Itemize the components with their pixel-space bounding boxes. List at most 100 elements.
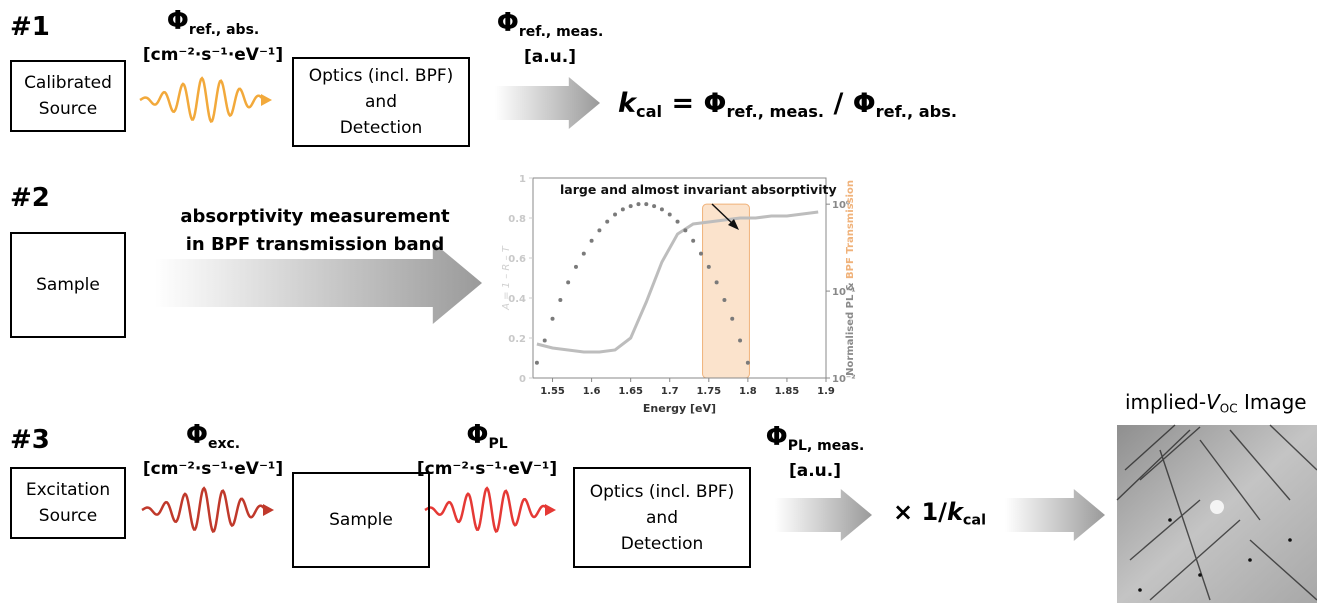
pl-point xyxy=(675,219,680,224)
flux-unit: [cm⁻²·s⁻¹·eV⁻¹] xyxy=(142,44,284,65)
formula: kcal = Φref., meas. / Φref., abs. xyxy=(618,88,957,121)
formula-part: ref., abs. xyxy=(875,101,958,121)
pl-point xyxy=(652,204,657,209)
y-tick-label: 0 xyxy=(519,374,526,385)
flux-symbol: Φ xyxy=(765,422,788,452)
x-tick-label: 1.7 xyxy=(661,386,679,397)
flux-unit: [cm⁻²·s⁻¹·eV⁻¹] xyxy=(416,458,558,479)
flux-symbol-line: ΦPL xyxy=(377,420,597,459)
formula-part: V xyxy=(1206,390,1220,414)
box-text: and xyxy=(365,92,397,112)
process-box: Optics (incl. BPF) and Detection xyxy=(292,57,470,147)
pl-point xyxy=(659,207,664,212)
flux-symbol-line: Φref., meas. xyxy=(440,8,660,47)
box-text: Calibrated xyxy=(24,73,112,93)
pl-point xyxy=(644,202,649,207)
process-box: Sample xyxy=(292,472,430,568)
y-tick-label: 1 xyxy=(519,174,526,185)
flux-symbol: Φ xyxy=(496,8,519,38)
y-axis-title: A = 1 – R – T xyxy=(501,245,512,311)
y2-tick-label: 10⁻¹ xyxy=(832,287,856,298)
box-text: Optics (incl. BPF) xyxy=(308,66,454,86)
box-text: Optics (incl. BPF) xyxy=(589,481,735,502)
pl-point xyxy=(714,280,719,285)
flux-subscript: PL xyxy=(488,435,508,452)
flux-unit: [a.u.] xyxy=(788,460,842,481)
flux-subscript: PL, meas. xyxy=(787,437,865,454)
process-arrow xyxy=(155,242,482,324)
flux-subscript: exc. xyxy=(207,435,241,452)
absorptivity-line xyxy=(536,210,819,354)
process-box: Optics (incl. BPF) and Detection xyxy=(573,467,751,568)
pl-point xyxy=(550,316,555,321)
y-tick-label: 0.4 xyxy=(508,294,526,305)
pl-point xyxy=(738,338,743,343)
formula-part: k xyxy=(946,498,963,526)
wave-arrowhead xyxy=(261,94,272,106)
inset-chart: 1.55 1.6 1.65 1.7 1.75 1.8 1.85 1.9 0 0.2 0.4 0.6 0.… xyxy=(487,168,862,423)
flux-unit: [a.u.] xyxy=(523,46,577,67)
pl-point xyxy=(597,228,602,233)
pl-point xyxy=(589,238,594,243)
flux-unit: [cm⁻²·s⁻¹·eV⁻¹] xyxy=(142,458,284,479)
pl-point xyxy=(683,228,688,233)
annotation-arrowhead xyxy=(728,219,739,230)
pl-point xyxy=(628,204,633,209)
pl-point xyxy=(706,264,711,269)
flux-subscript: ref., meas. xyxy=(518,23,604,40)
y-tick-label: 0.6 xyxy=(508,254,526,265)
x-tick-label: 1.8 xyxy=(739,386,757,397)
y-tick-label: 0.8 xyxy=(508,214,526,225)
pl-point xyxy=(558,297,563,302)
pl-point xyxy=(605,219,610,224)
x-tick-label: 1.55 xyxy=(540,386,565,397)
pl-point xyxy=(534,360,539,365)
flux-symbol-line: ΦPL, meas. xyxy=(705,422,925,461)
flux-label: ΦPL [cm⁻²·s⁻¹·eV⁻¹] xyxy=(377,420,597,479)
formula-part: cal xyxy=(635,101,663,121)
step-label: #3 xyxy=(10,425,50,455)
box-text: Sample xyxy=(36,275,100,295)
box-text: Source xyxy=(38,99,98,119)
box-text: Excitation xyxy=(25,480,111,500)
y2-axis-title-part: BPF Transmission xyxy=(845,180,856,279)
pl-point xyxy=(691,238,696,243)
pl-point xyxy=(613,212,618,217)
step-label: #2 xyxy=(10,183,50,213)
formula-part: = Φ xyxy=(662,88,727,119)
formula-part: ref., meas. xyxy=(726,101,825,121)
arrow-text: absorptivity measurement xyxy=(180,206,450,227)
flux-symbol: Φ xyxy=(185,420,208,450)
box-text: and xyxy=(646,507,678,528)
pl-point xyxy=(620,207,625,212)
wave-arrowhead xyxy=(545,504,556,516)
flux-label: ΦPL, meas. [a.u.] xyxy=(705,422,925,481)
pl-point xyxy=(542,338,547,343)
y2-axis-title: Normalised PL & BPF Transmission xyxy=(845,180,856,376)
formula-part: / Φ xyxy=(824,88,876,119)
pl-point xyxy=(573,264,578,269)
pl-point xyxy=(581,251,586,256)
wave xyxy=(424,486,551,533)
x-tick-label: 1.75 xyxy=(696,386,721,397)
formula-part: k xyxy=(618,88,636,119)
process-box: Calibrated Source xyxy=(10,60,126,132)
pl-point xyxy=(636,202,641,207)
x-tick-label: 1.85 xyxy=(775,386,800,397)
formula-part: cal xyxy=(962,512,987,529)
process-box: Excitation Source xyxy=(10,467,126,539)
annotation: large and almost invariant absorptivity xyxy=(560,182,837,197)
pl-point xyxy=(745,360,750,365)
y2-tick-label: 10⁻² xyxy=(832,374,856,385)
formula-part: OC xyxy=(1219,401,1238,416)
flux-label: Φexc. [cm⁻²·s⁻¹·eV⁻¹] xyxy=(103,420,323,479)
process-box: Sample xyxy=(10,232,126,338)
wave xyxy=(141,486,269,534)
step-label: #1 xyxy=(10,12,50,42)
arrow-text: in BPF transmission band xyxy=(185,234,445,255)
flux-symbol: Φ xyxy=(166,6,189,36)
pl-point xyxy=(667,212,672,217)
